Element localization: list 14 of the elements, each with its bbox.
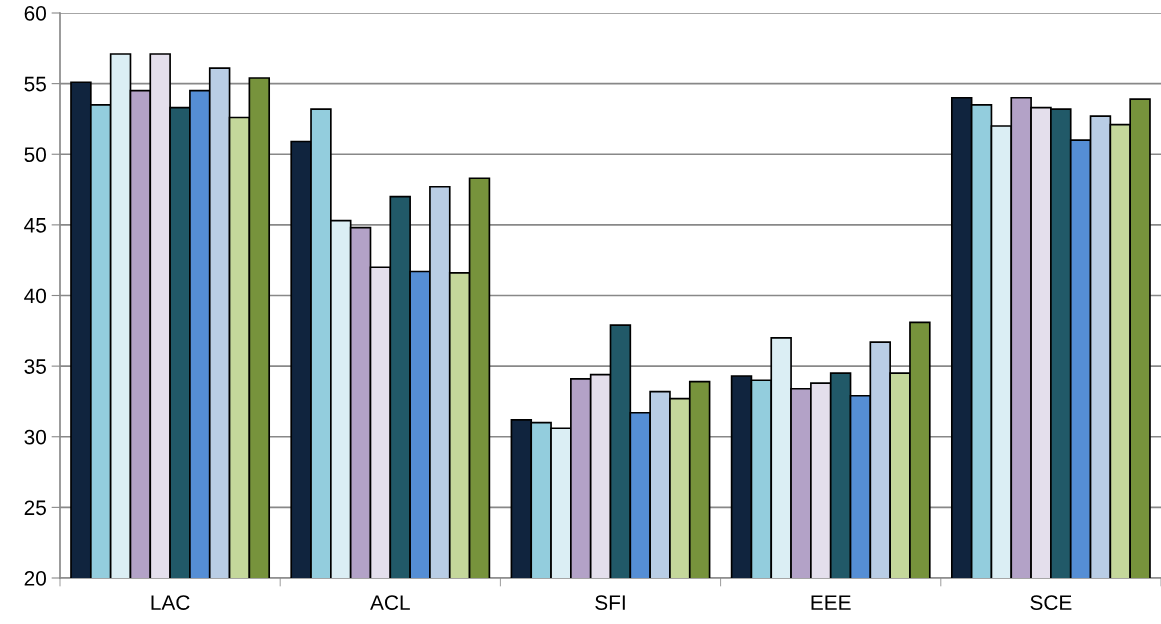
y-tick-label: 35 [24, 359, 46, 374]
x-tick-label: SCE [1030, 595, 1072, 610]
y-tick-label: 25 [24, 500, 46, 516]
x-tick-label: ACL [370, 595, 410, 610]
x-tick-label: LAC [151, 595, 190, 610]
x-tick-label: EEE [811, 595, 851, 610]
y-tick-label: 50 [24, 147, 46, 162]
y-tick-label: 55 [24, 76, 46, 92]
y-tick-label: 60 [24, 6, 46, 21]
x-tick-label: SFI [595, 595, 625, 610]
y-tick-label: 20 [24, 571, 46, 586]
y-tick-label: 40 [24, 288, 46, 304]
y-tick-label: 30 [24, 429, 46, 445]
y-tick-label: 45 [24, 218, 46, 233]
